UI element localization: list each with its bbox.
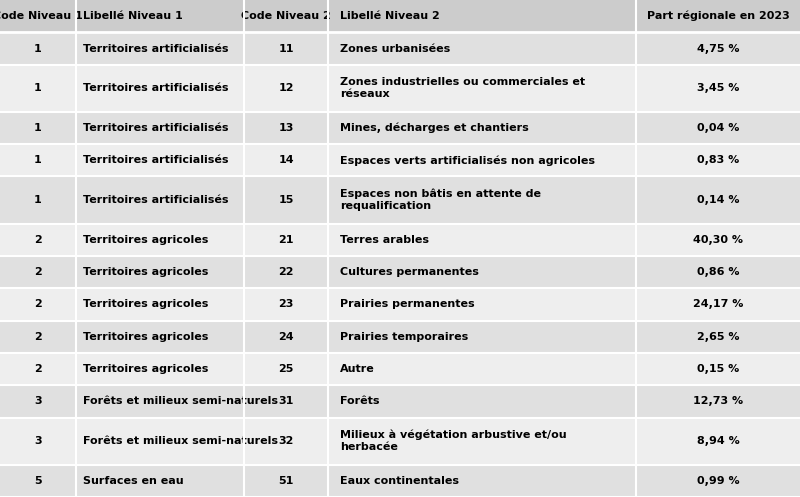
Text: 24,17 %: 24,17 % [693, 299, 743, 309]
Bar [0, 465, 800, 497]
Text: 12,73 %: 12,73 % [693, 397, 743, 407]
Text: Libellé Niveau 2: Libellé Niveau 2 [340, 11, 440, 21]
Text: Eaux continentales: Eaux continentales [340, 476, 459, 486]
Text: 5: 5 [34, 476, 42, 486]
Text: 0,86 %: 0,86 % [697, 267, 739, 277]
Bar [0, 65, 800, 112]
Text: 0,99 %: 0,99 % [697, 476, 739, 486]
Text: Part régionale en 2023: Part régionale en 2023 [646, 11, 790, 21]
Text: 1: 1 [34, 44, 42, 54]
Text: Territoires artificialisés: Territoires artificialisés [82, 155, 228, 166]
Text: 31: 31 [278, 397, 294, 407]
Text: Territoires agricoles: Territoires agricoles [82, 331, 208, 342]
Bar [0, 288, 800, 321]
Text: 0,04 %: 0,04 % [697, 123, 739, 133]
Bar [0, 32, 800, 65]
Text: Libellé Niveau 1: Libellé Niveau 1 [82, 11, 182, 21]
Text: 8,94 %: 8,94 % [697, 436, 739, 446]
Bar [0, 256, 800, 288]
Text: Territoires agricoles: Territoires agricoles [82, 364, 208, 374]
Text: 1: 1 [34, 123, 42, 133]
Bar [0, 144, 800, 176]
Text: Espaces verts artificialisés non agricoles: Espaces verts artificialisés non agricol… [340, 155, 595, 166]
Text: 25: 25 [278, 364, 294, 374]
Text: 1: 1 [34, 195, 42, 205]
Text: 3,45 %: 3,45 % [697, 83, 739, 93]
Text: Territoires agricoles: Territoires agricoles [82, 267, 208, 277]
Text: 11: 11 [278, 44, 294, 54]
Bar [0, 321, 800, 353]
Text: Cultures permanentes: Cultures permanentes [340, 267, 479, 277]
Bar [0, 0, 800, 32]
Text: 14: 14 [278, 155, 294, 166]
Text: 3: 3 [34, 436, 42, 446]
Bar [0, 385, 800, 417]
Text: Forêts et milieux semi-naturels: Forêts et milieux semi-naturels [82, 397, 278, 407]
Text: 32: 32 [278, 436, 294, 446]
Text: 1: 1 [34, 83, 42, 93]
Text: Espaces non bâtis en attente de
requalification: Espaces non bâtis en attente de requalif… [340, 189, 542, 211]
Bar [0, 417, 800, 465]
Text: 2: 2 [34, 364, 42, 374]
Bar [0, 224, 800, 256]
Text: 51: 51 [278, 476, 294, 486]
Text: Territoires artificialisés: Territoires artificialisés [82, 195, 228, 205]
Text: 21: 21 [278, 235, 294, 245]
Text: Prairies permanentes: Prairies permanentes [340, 299, 475, 309]
Text: 22: 22 [278, 267, 294, 277]
Text: Zones industrielles ou commerciales et
réseaux: Zones industrielles ou commerciales et r… [340, 77, 586, 99]
Text: Zones urbanisées: Zones urbanisées [340, 44, 450, 54]
Text: Territoires artificialisés: Territoires artificialisés [82, 123, 228, 133]
Text: 0,15 %: 0,15 % [697, 364, 739, 374]
Text: 2,65 %: 2,65 % [697, 331, 739, 342]
Text: Forêts et milieux semi-naturels: Forêts et milieux semi-naturels [82, 436, 278, 446]
Text: 23: 23 [278, 299, 294, 309]
Text: 12: 12 [278, 83, 294, 93]
Text: Forêts: Forêts [340, 397, 380, 407]
Text: Code Niveau 1: Code Niveau 1 [0, 11, 83, 21]
Text: 40,30 %: 40,30 % [693, 235, 743, 245]
Text: Prairies temporaires: Prairies temporaires [340, 331, 469, 342]
Text: 15: 15 [278, 195, 294, 205]
Text: 3: 3 [34, 397, 42, 407]
Text: 2: 2 [34, 331, 42, 342]
Text: 1: 1 [34, 155, 42, 166]
Text: Mines, décharges et chantiers: Mines, décharges et chantiers [340, 123, 529, 133]
Text: 2: 2 [34, 267, 42, 277]
Text: 4,75 %: 4,75 % [697, 44, 739, 54]
Text: 0,14 %: 0,14 % [697, 195, 739, 205]
Text: 24: 24 [278, 331, 294, 342]
Text: 0,83 %: 0,83 % [697, 155, 739, 166]
Text: Milieux à végétation arbustive et/ou
herbacée: Milieux à végétation arbustive et/ou her… [340, 430, 567, 452]
Bar [0, 176, 800, 224]
Bar [0, 353, 800, 385]
Text: Territoires artificialisés: Territoires artificialisés [82, 83, 228, 93]
Text: Surfaces en eau: Surfaces en eau [82, 476, 183, 486]
Text: 2: 2 [34, 299, 42, 309]
Text: Territoires agricoles: Territoires agricoles [82, 299, 208, 309]
Text: Territoires agricoles: Territoires agricoles [82, 235, 208, 245]
Text: Code Niveau 2: Code Niveau 2 [241, 11, 331, 21]
Text: Territoires artificialisés: Territoires artificialisés [82, 44, 228, 54]
Text: 2: 2 [34, 235, 42, 245]
Text: Terres arables: Terres arables [340, 235, 430, 245]
Text: 13: 13 [278, 123, 294, 133]
Text: Autre: Autre [340, 364, 375, 374]
Bar [0, 112, 800, 144]
